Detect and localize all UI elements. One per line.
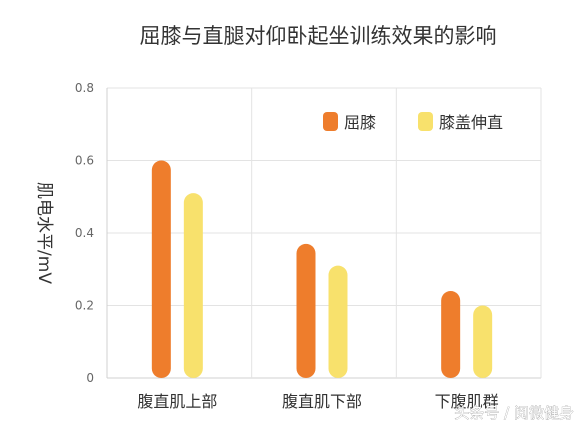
bar-knee-bent-1	[296, 243, 316, 378]
y-tick-label: 0.6	[75, 154, 94, 168]
legend-label: 屈膝	[344, 113, 376, 132]
x-category-label: 腹直肌下部	[282, 392, 362, 411]
legend: 屈膝 膝盖伸直	[323, 112, 503, 132]
bar-knee-straight-0	[183, 193, 203, 378]
watermark-text: 头条号 / 阅微健身	[454, 404, 574, 422]
bar-knee-bent-2	[441, 291, 461, 378]
x-category-label: 腹直肌上部	[137, 392, 217, 411]
y-tick-label: 0.4	[75, 226, 94, 240]
bars	[151, 160, 493, 378]
legend-swatch	[323, 112, 338, 131]
y-tick-label: 0	[86, 371, 94, 385]
x-category-label: 下腹肌群	[435, 392, 499, 411]
legend-label: 膝盖伸直	[439, 113, 503, 132]
x-axis-categories: 腹直肌上部 腹直肌下部 下腹肌群	[137, 392, 498, 411]
y-tick-label: 0.8	[75, 81, 94, 95]
bar-knee-straight-2	[473, 305, 493, 378]
chart-title: 屈膝与直腿对仰卧起坐训练效果的影响	[140, 24, 497, 48]
y-axis-label: 肌电水平/mV	[34, 182, 54, 284]
y-axis-ticks: 0 0.2 0.4 0.6 0.8	[75, 81, 94, 385]
grid	[106, 87, 542, 379]
y-tick-label: 0.2	[75, 299, 94, 313]
legend-swatch	[418, 112, 433, 131]
bar-knee-straight-1	[328, 265, 348, 378]
bar-knee-bent-0	[151, 160, 171, 378]
